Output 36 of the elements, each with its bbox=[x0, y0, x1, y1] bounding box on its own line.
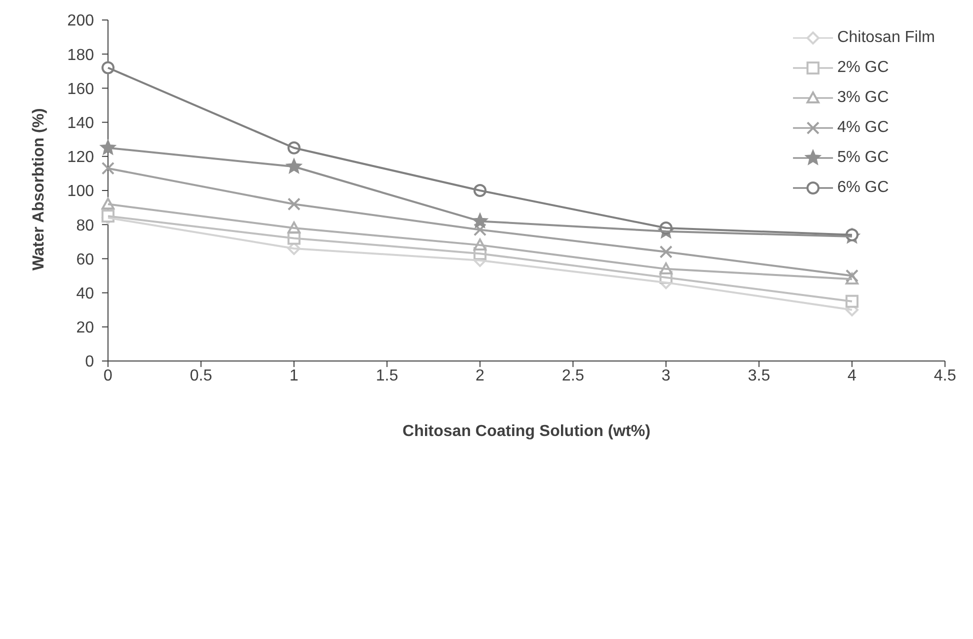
legend-label: Chitosan Film bbox=[837, 29, 935, 47]
x-tick-label: 4.5 bbox=[934, 367, 956, 384]
point bbox=[102, 162, 114, 175]
x-tick-label: 2 bbox=[476, 367, 485, 384]
point bbox=[846, 294, 858, 308]
legend-label: 6% GC bbox=[837, 179, 889, 197]
legend-label: 4% GC bbox=[837, 119, 889, 137]
y-tick-label: 120 bbox=[67, 149, 94, 166]
point bbox=[846, 269, 858, 282]
x-tick-label: 0.5 bbox=[190, 367, 212, 384]
legend-label: 3% GC bbox=[837, 89, 889, 107]
x-tick-label: 0 bbox=[104, 367, 113, 384]
x-tick-label: 1.5 bbox=[376, 367, 398, 384]
x-tick-label: 1 bbox=[290, 367, 299, 384]
x-tick-label: 4 bbox=[848, 367, 857, 384]
legend-label: 5% GC bbox=[837, 149, 889, 167]
point bbox=[288, 198, 300, 211]
x-tick-label: 3 bbox=[662, 367, 671, 384]
y-tick-label: 0 bbox=[85, 354, 94, 371]
x-tick-label: 2.5 bbox=[562, 367, 584, 384]
y-tick-label: 40 bbox=[76, 285, 94, 302]
point bbox=[474, 223, 486, 236]
y-tick-label: 160 bbox=[67, 80, 94, 98]
y-axis-title: Water Absorbtion (%) bbox=[30, 108, 48, 270]
y-tick-label: 200 bbox=[67, 12, 94, 30]
y-tick-label: 180 bbox=[67, 46, 94, 64]
y-tick-label: 100 bbox=[67, 183, 94, 200]
y-tick-label: 60 bbox=[76, 251, 94, 268]
x-tick-label: 3.5 bbox=[748, 367, 770, 384]
point bbox=[100, 140, 116, 154]
x-axis-title: Chitosan Coating Solution (wt%) bbox=[402, 423, 650, 440]
y-tick-label: 140 bbox=[67, 114, 94, 132]
y-tick-label: 80 bbox=[76, 217, 94, 234]
y-tick-label: 20 bbox=[76, 320, 94, 337]
point bbox=[660, 245, 672, 258]
legend-label: 2% GC bbox=[837, 59, 889, 77]
